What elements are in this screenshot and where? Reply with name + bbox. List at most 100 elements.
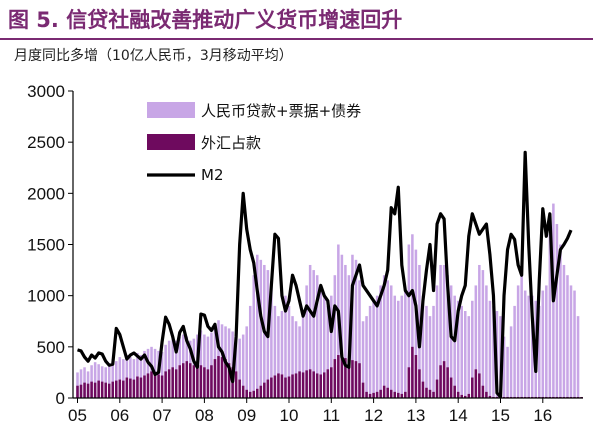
rmb-bar: [174, 340, 178, 398]
rmb-bar: [206, 336, 210, 398]
fx-bar: [322, 372, 326, 398]
rmb-bar: [485, 285, 488, 398]
fx-bar: [326, 369, 330, 398]
rmb-bar: [241, 334, 245, 398]
y-tick-label: 1500: [27, 236, 65, 255]
rmb-bar: [569, 285, 573, 398]
rmb-bar: [340, 254, 344, 398]
rmb-bar: [326, 305, 330, 398]
rmb-bar: [143, 350, 146, 398]
fx-bar: [287, 376, 291, 398]
fx-bar: [407, 367, 411, 398]
rmb-bar: [467, 316, 471, 398]
fx-bar: [185, 361, 189, 398]
fx-bar: [305, 370, 308, 398]
fx-bar: [273, 375, 277, 398]
fx-bar: [132, 379, 136, 398]
x-tick-label: 15: [491, 406, 510, 425]
rmb-bar: [502, 336, 506, 398]
fx-bar: [365, 391, 368, 398]
y-axis-unit-label: 月度同比多增（10亿人民币，3月移动平均）: [14, 48, 293, 64]
fx-bar: [97, 380, 100, 398]
legend-label: 外汇占款: [201, 134, 261, 152]
fx-bar: [432, 391, 435, 398]
y-tick-label: 0: [56, 389, 65, 408]
rmb-bar: [319, 285, 322, 398]
fx-bar: [104, 382, 107, 398]
fx-bar: [337, 355, 340, 398]
rmb-bar: [132, 359, 136, 398]
x-tick-label: 08: [195, 406, 214, 425]
rmb-bar: [449, 285, 453, 398]
rmb-bar: [481, 270, 485, 398]
fx-bar: [146, 373, 150, 398]
y-tick-label: 3000: [27, 82, 65, 101]
rmb-bar: [167, 340, 171, 398]
fx-bar: [463, 395, 467, 398]
fx-bar: [100, 381, 104, 398]
rmb-bar: [93, 362, 97, 398]
x-tick-label: 11: [322, 406, 340, 425]
rmb-bar: [389, 285, 393, 398]
y-tick-label: 2500: [27, 133, 65, 152]
fx-bar: [256, 388, 259, 398]
rmb-bar: [463, 311, 467, 398]
fx-bar: [248, 391, 252, 398]
figure-title: 图 5. 信贷社融改善推动广义货币增速回升: [8, 8, 403, 32]
fx-bar: [136, 376, 139, 398]
x-tick-label: 14: [449, 406, 468, 425]
fx-bar: [389, 389, 393, 398]
rmb-bar: [270, 285, 273, 398]
rmb-bar: [273, 305, 277, 398]
rmb-bar: [407, 244, 411, 398]
rmb-bar: [559, 244, 562, 398]
x-tick-label: 10: [280, 406, 299, 425]
rmb-bar: [548, 234, 552, 398]
fx-bar: [411, 346, 414, 398]
chart-axes: 0 500 1000 1500 2000 2500 3000 05 06 07 08 09 10 11 12…: [27, 82, 583, 425]
fx-bar: [189, 363, 192, 398]
rmb-bar: [118, 357, 122, 398]
fx-bar: [354, 361, 358, 398]
fx-bar: [181, 363, 185, 398]
rmb-bar: [432, 305, 435, 398]
rmb-bar: [291, 316, 294, 398]
fx-bar: [83, 382, 86, 398]
rmb-bar: [139, 355, 143, 398]
fx-bar: [382, 385, 386, 398]
fx-bar: [203, 367, 206, 398]
fx-bar: [453, 385, 456, 398]
fx-bar: [122, 380, 125, 398]
rmb-bar: [322, 295, 326, 398]
fx-bar: [333, 359, 337, 398]
fx-bar: [351, 360, 354, 398]
rmb-bar: [541, 290, 545, 398]
rmb-bar: [361, 321, 365, 398]
fx-bar: [178, 365, 181, 398]
rmb-bar: [435, 285, 439, 398]
fx-bar: [171, 367, 174, 398]
legend-swatch-fx: [147, 134, 195, 150]
fx-bar: [199, 365, 203, 398]
rmb-bar: [125, 355, 129, 398]
fx-bar: [263, 382, 266, 398]
fx-bar: [442, 361, 446, 398]
fx-bar: [298, 371, 301, 398]
fx-bar: [488, 395, 492, 398]
fx-bar: [234, 371, 238, 398]
rmb-bar: [439, 264, 442, 398]
fx-bar: [481, 385, 485, 398]
fx-bar: [330, 367, 333, 398]
rmb-bar: [545, 285, 548, 398]
rmb-bar: [298, 326, 301, 398]
rmb-bar: [280, 311, 284, 398]
rmb-bar: [248, 305, 252, 398]
rmb-bar: [573, 290, 576, 398]
rmb-bar: [530, 295, 534, 398]
rmb-bar: [562, 264, 566, 398]
rmb-bar: [256, 254, 259, 398]
rmb-bar: [111, 359, 115, 398]
rmb-bar: [474, 285, 478, 398]
rmb-bar: [315, 275, 319, 398]
fx-bar: [478, 373, 481, 398]
